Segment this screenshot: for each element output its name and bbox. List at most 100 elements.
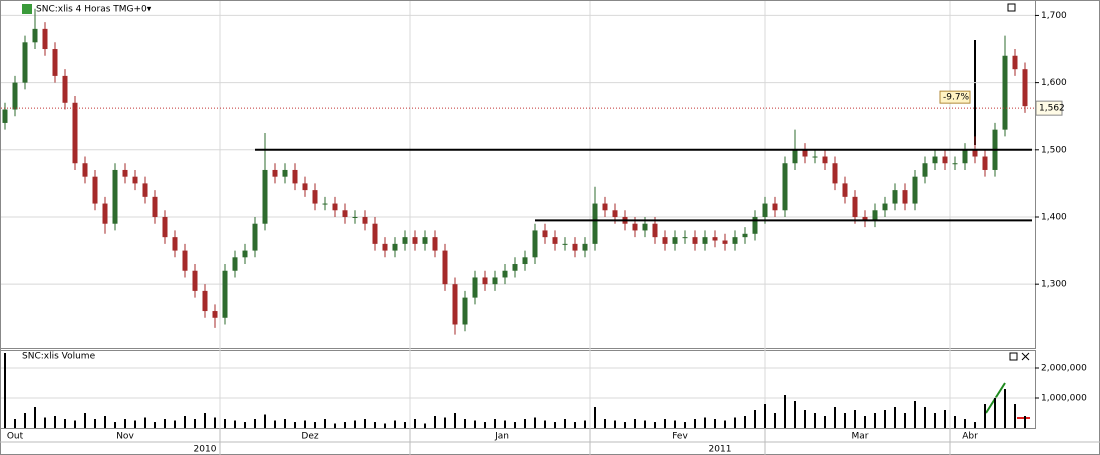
candle-body bbox=[332, 203, 338, 211]
candle-body bbox=[842, 183, 848, 197]
edit-icon[interactable] bbox=[22, 4, 32, 14]
candle-body bbox=[532, 230, 538, 258]
candle-body bbox=[892, 190, 898, 204]
y-tick-label: 2,000,000 bbox=[1041, 364, 1087, 374]
candle-body bbox=[462, 297, 468, 325]
candle-body bbox=[762, 203, 768, 217]
y-tick-label: 1,700 bbox=[1041, 11, 1067, 21]
candle-body bbox=[202, 290, 208, 312]
candle-body bbox=[902, 190, 908, 204]
candle-body bbox=[952, 163, 958, 165]
volume-bar bbox=[494, 419, 496, 428]
candle-body bbox=[552, 237, 558, 244]
candle-body bbox=[912, 176, 918, 204]
candle-body bbox=[392, 243, 398, 251]
maximize-button[interactable] bbox=[1007, 3, 1016, 12]
candle-body bbox=[522, 257, 528, 265]
candle-body bbox=[62, 75, 68, 103]
candle-body bbox=[382, 243, 388, 251]
volume-bar bbox=[844, 413, 846, 428]
candle-body bbox=[772, 203, 778, 211]
candle-body bbox=[642, 223, 648, 231]
candle-body bbox=[862, 216, 868, 221]
candle-body bbox=[602, 203, 608, 211]
volume-bar bbox=[914, 401, 916, 428]
maximize-button[interactable] bbox=[1009, 352, 1018, 361]
candle-body bbox=[352, 216, 358, 218]
candle-body bbox=[222, 270, 228, 318]
candle-body bbox=[542, 230, 548, 238]
volume-bar bbox=[924, 407, 926, 428]
volume-bar bbox=[994, 398, 996, 428]
volume-bar bbox=[44, 417, 46, 428]
volume-bar bbox=[404, 422, 406, 428]
x-year-label: 2011 bbox=[709, 445, 732, 455]
candle-body bbox=[272, 169, 278, 177]
volume-bar bbox=[514, 422, 516, 428]
volume-bar bbox=[714, 419, 716, 428]
volume-bar bbox=[84, 413, 86, 428]
volume-bar bbox=[14, 419, 16, 428]
close-button[interactable] bbox=[1021, 352, 1030, 361]
volume-bar bbox=[654, 422, 656, 428]
candle-body bbox=[1022, 69, 1028, 107]
candle-body bbox=[42, 28, 48, 50]
volume-bar bbox=[204, 413, 206, 428]
volume-bar bbox=[274, 420, 276, 428]
candle-body bbox=[342, 210, 348, 217]
volume-bar bbox=[324, 419, 326, 428]
candle-body bbox=[282, 169, 288, 177]
candle-body bbox=[242, 250, 248, 258]
volume-bar bbox=[144, 417, 146, 428]
candle-body bbox=[302, 183, 308, 191]
candle-body bbox=[72, 102, 78, 164]
volume-bar bbox=[544, 420, 546, 428]
volume-bar bbox=[394, 420, 396, 428]
candle-body bbox=[312, 190, 318, 204]
volume-bar bbox=[634, 419, 636, 428]
volume-bar bbox=[264, 414, 266, 428]
y-tick-label: 1,000,000 bbox=[1041, 394, 1087, 404]
candle-body bbox=[652, 223, 658, 238]
volume-bar bbox=[684, 422, 686, 428]
volume-bar bbox=[734, 417, 736, 428]
change-box bbox=[939, 90, 971, 104]
candle-body bbox=[782, 163, 788, 211]
volume-bar bbox=[834, 407, 836, 428]
volume-bar bbox=[894, 407, 896, 428]
volume-bar bbox=[764, 404, 766, 428]
volume-panel bbox=[0, 350, 1036, 429]
candle-body bbox=[212, 311, 218, 318]
volume-bar bbox=[214, 417, 216, 428]
volume-bar bbox=[674, 420, 676, 428]
volume-bar bbox=[374, 422, 376, 428]
volume-bar bbox=[884, 410, 886, 428]
volume-bar bbox=[864, 416, 866, 428]
candle-body bbox=[932, 156, 938, 164]
candle-body bbox=[822, 156, 828, 164]
x-year-label: 2010 bbox=[194, 445, 217, 455]
volume-bar bbox=[754, 410, 756, 428]
volume-bar bbox=[334, 423, 336, 428]
volume-bar bbox=[484, 422, 486, 428]
candle-body bbox=[252, 223, 258, 251]
volume-bar bbox=[254, 419, 256, 428]
volume-bar bbox=[244, 422, 246, 428]
volume-bar bbox=[354, 420, 356, 428]
price-panel bbox=[0, 0, 1036, 349]
candle-body bbox=[882, 203, 888, 211]
volume-bar bbox=[1004, 389, 1006, 428]
volume-bar bbox=[954, 416, 956, 428]
candle-body bbox=[502, 270, 508, 278]
candle-body bbox=[472, 277, 478, 298]
candle-body bbox=[662, 237, 668, 244]
candle-body bbox=[142, 183, 148, 197]
volume-bar bbox=[344, 422, 346, 428]
volume-bar bbox=[424, 423, 426, 428]
candle-body bbox=[162, 216, 168, 238]
candle-body bbox=[262, 169, 268, 224]
candle-body bbox=[812, 156, 818, 158]
x-month-label: Fev bbox=[672, 432, 688, 442]
candle-body bbox=[962, 149, 968, 164]
volume-bar bbox=[774, 413, 776, 428]
